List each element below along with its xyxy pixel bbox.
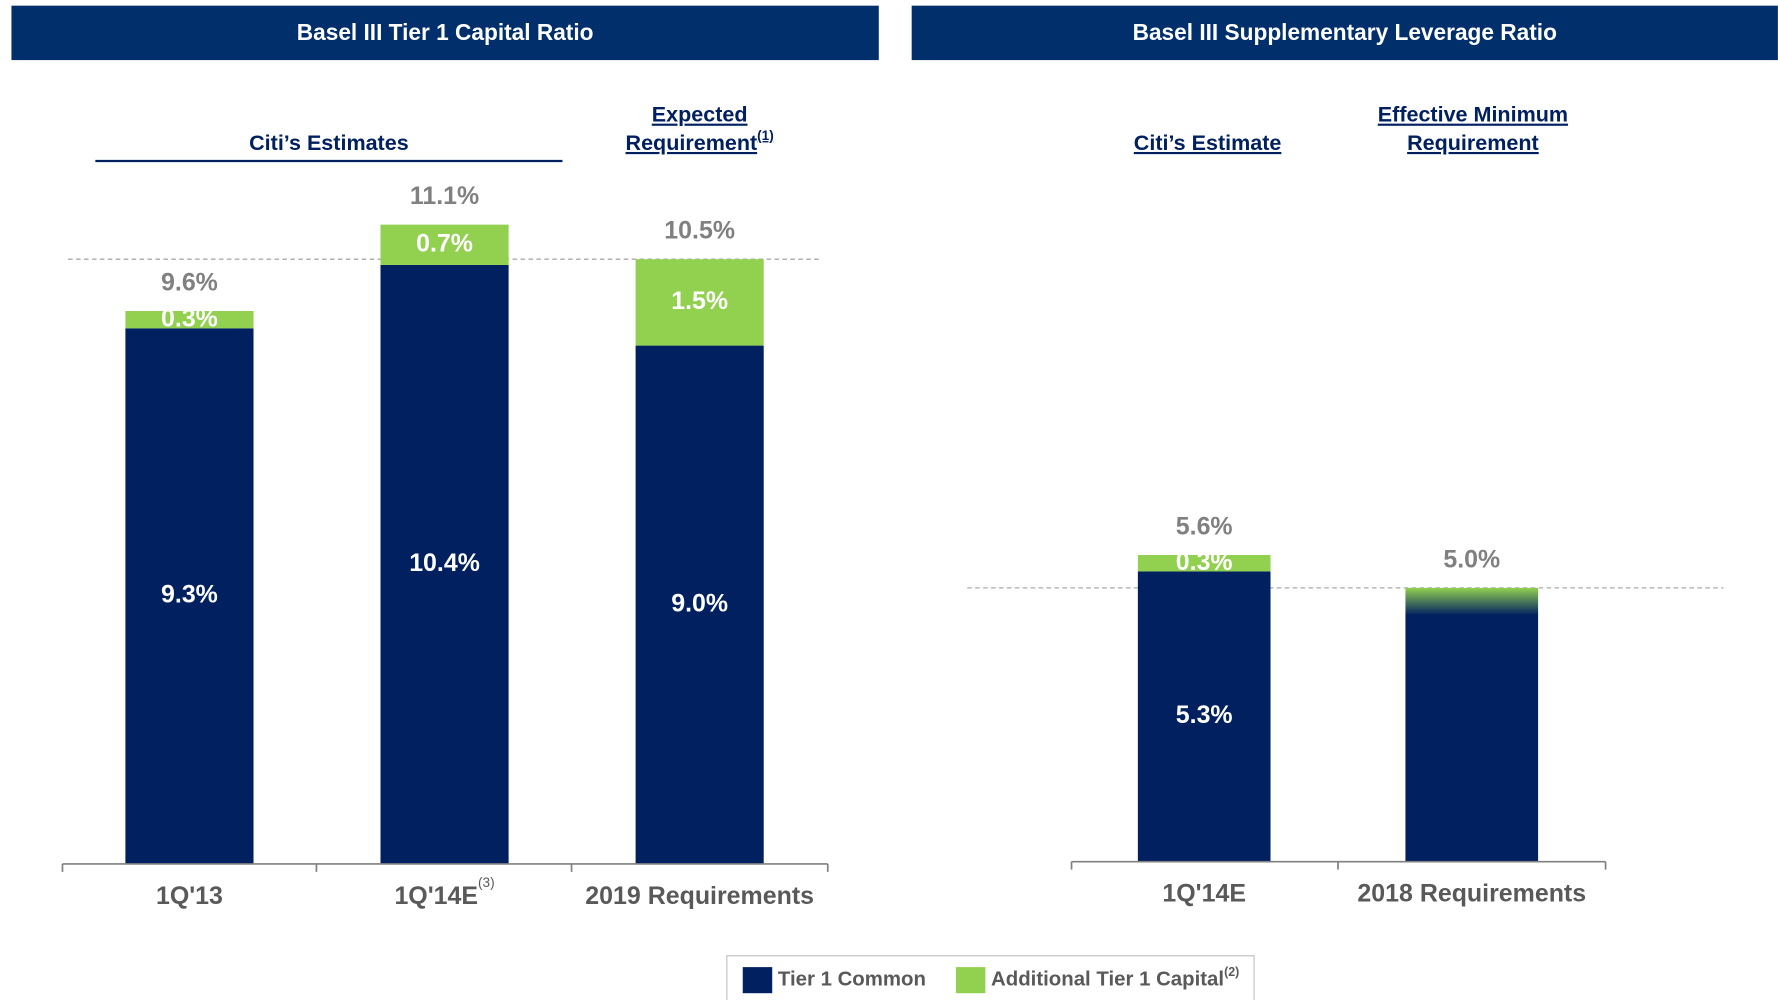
x-tick-label: 2018 Requirements [1357,879,1586,907]
group-label-text: Citi’s Estimate [1134,131,1282,155]
total-label: 5.6% [1176,512,1233,540]
category-text: 1Q'14E [1162,879,1246,907]
x-tick-label: 1Q'14E [1162,879,1246,907]
group-label-text: Citi’s Estimates [249,131,409,155]
legend-box [726,955,1255,1000]
group-label: Citi’s Estimates [249,131,409,155]
bar-segment [1137,555,1271,572]
group-label: Requirement [1407,131,1539,155]
legend-swatch [742,967,773,994]
group-label: Effective Minimum [1378,102,1568,126]
value-label: 10.4% [409,549,480,577]
header-bar [911,5,1778,61]
value-label: 5.3% [1176,701,1233,729]
x-tick-label: 2019 Requirements [585,881,814,909]
bar-segment [635,345,764,864]
group-label: Expected [652,102,748,126]
legend-text: Tier 1 Common [778,969,926,991]
bar [1405,587,1539,862]
legend-text: Additional Tier 1 Capital [991,969,1224,991]
bar-segment [380,224,509,265]
group-label: Requirement(1) [626,128,774,155]
category-text: 1Q'14E [394,881,478,909]
header-bar [11,5,879,61]
x-tick-label: 1Q'13 [156,881,223,909]
group-label-text: Requirement [1407,131,1539,155]
group-label-text: Requirement [626,131,758,155]
footnote-mark: (2) [1224,965,1239,979]
group-label-text: Effective Minimum [1378,102,1568,126]
bar-segment [125,328,254,864]
legend-label: Additional Tier 1 Capital(2) [991,965,1239,991]
value-label: 9.3% [161,581,218,609]
value-label: 1.5% [671,287,728,315]
footnote-mark: (1) [757,128,774,143]
category-text: 2018 Requirements [1357,879,1586,907]
value-label: 0.7% [416,229,473,257]
value-label: 0.3% [1176,548,1233,576]
chart-title: Basel III Tier 1 Capital Ratio [297,19,594,45]
total-label: 5.0% [1443,545,1500,573]
bar-segment [1137,571,1271,862]
bar-segment [125,311,254,329]
group-label-text: Expected [652,102,748,126]
value-label: 9.0% [671,589,728,617]
legend-swatch [955,967,986,994]
value-label: 0.3% [161,304,218,332]
legend-label: Tier 1 Common [778,969,926,991]
bar-segment [635,259,764,346]
total-label: 9.6% [161,268,218,296]
category-text: 1Q'13 [156,881,223,909]
total-label: 10.5% [664,217,735,245]
total-label: 11.1% [410,182,479,210]
bar-segment [380,264,509,864]
group-label: Citi’s Estimate [1134,131,1282,155]
footnote-mark: (3) [478,875,495,890]
x-tick-label: 1Q'14E(3) [394,875,494,910]
chart-title: Basel III Supplementary Leverage Ratio [1133,19,1557,45]
category-text: 2019 Requirements [585,881,814,909]
